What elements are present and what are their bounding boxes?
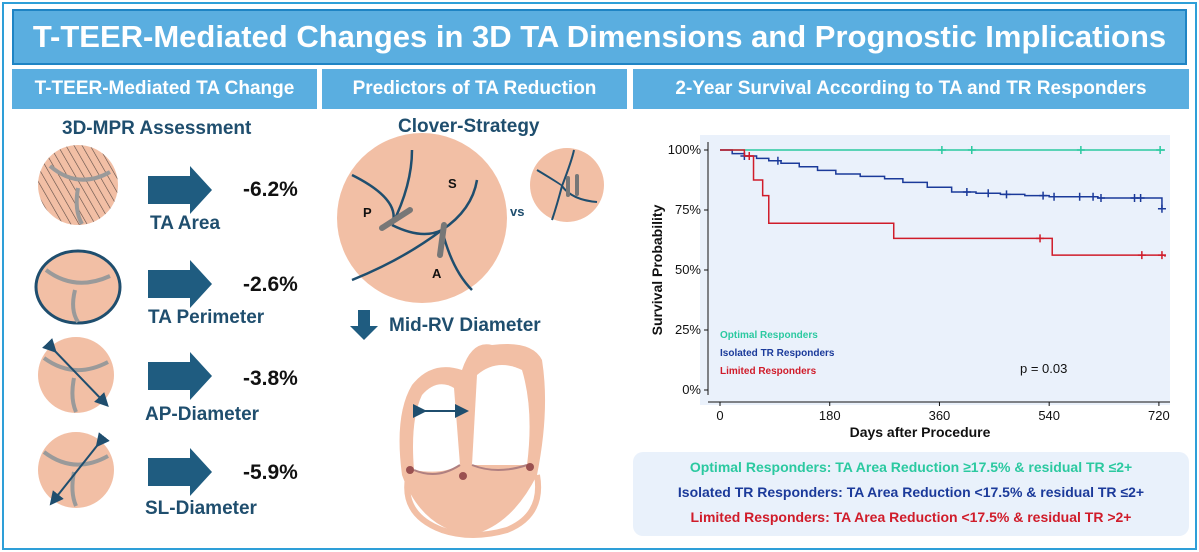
censor-mark-0 [1076,146,1085,154]
censor-mark-2 [1137,251,1146,260]
arrow-right-icon [148,166,212,214]
leaflet-a-label: A [432,266,442,281]
chart-axes: 0% 25% 50% 75% 100% 0 180 360 540 720 [668,142,1170,423]
arrow-right-icon [148,352,212,400]
section-header-middle: Predictors of TA Reduction [322,69,627,109]
censor-mark-2 [1036,234,1045,243]
censor-mark-1 [1039,191,1048,200]
ta-area-label: TA Area [150,213,221,234]
responder-definitions: Optimal Responders: TA Area Reduction ≥1… [633,452,1189,536]
y-tick-label: 25% [675,322,701,337]
censor-mark-1 [773,156,782,165]
censor-mark-0 [967,146,976,154]
y-tick-label: 75% [675,202,701,217]
ta-perimeter-label: TA Perimeter [148,307,265,328]
censor-mark-1 [1075,192,1084,201]
x-tick-label: 0 [716,408,723,423]
censor-mark-1 [962,188,971,196]
sl-diameter-label: SL-Diameter [145,498,257,519]
chart-plot-area [700,135,1170,405]
p-value-annotation: p = 0.03 [1020,361,1067,376]
page-title: T-TEER-Mediated Changes in 3D TA Dimensi… [12,9,1187,65]
censor-mark-1 [1136,194,1145,202]
definition-optimal: Optimal Responders: TA Area Reduction ≥1… [689,459,1133,475]
censor-mark-1 [1050,192,1059,201]
censor-mark-1 [984,189,993,198]
censor-mark-1 [1096,194,1105,202]
ta-area-change: -6.2% [243,178,298,201]
sl-diameter-annulus [38,432,114,508]
x-axis-label: Days after Procedure [850,424,991,440]
y-tick-label: 50% [675,262,701,277]
x-tick-label: 180 [819,408,841,423]
arrow-right-icon [148,448,212,496]
definition-isolated: Isolated TR Responders: TA Area Reductio… [677,484,1145,500]
legend-isolated: Isolated TR Responders [720,348,835,359]
mpr-subtitle: 3D-MPR Assessment [62,118,252,139]
clover-diagram: P S A vs [337,133,604,538]
x-tick-label: 360 [929,408,951,423]
section-header-left: T-TEER-Mediated TA Change [12,69,317,109]
censor-mark-2 [745,152,754,160]
survival-chart: 0% 25% 50% 75% 100% 0 180 360 540 720 p = 0.03 Op… [649,135,1170,440]
censor-mark-0 [1156,146,1165,154]
ap-diameter-annulus [38,337,114,413]
y-axis-label: Survival Probability [649,204,665,335]
censor-mark-1 [1089,192,1098,201]
legend-limited: Limited Responders [720,366,817,377]
y-tick-label: 100% [668,142,702,157]
small-valve [530,148,604,222]
ap-diameter-label: AP-Diameter [145,404,260,425]
y-tick-label: 0% [682,382,701,397]
ta-area-annulus [38,145,118,225]
x-tick-label: 720 [1148,408,1170,423]
right-ventricle-diagram [399,344,546,538]
series-line-1 [720,149,1165,210]
section-header-right: 2-Year Survival According to TA and TR R… [633,69,1189,109]
leaflet-s-label: S [448,176,457,191]
ta-perimeter-change: -2.6% [243,273,298,296]
censor-mark-1 [1157,204,1166,213]
sl-diameter-change: -5.9% [243,461,298,484]
mid-rv-diameter-label: Mid-RV Diameter [389,315,541,336]
arrow-right-icon [148,260,212,308]
large-valve [337,133,507,303]
chart-series [720,146,1166,260]
censor-mark-1 [1002,190,1011,199]
arrow-down-icon [350,310,378,340]
definition-limited: Limited Responders: TA Area Reduction <1… [690,509,1132,525]
ap-diameter-change: -3.8% [243,367,298,390]
legend-optimal: Optimal Responders [720,330,818,341]
x-tick-label: 540 [1038,408,1060,423]
annulus-diagrams [34,145,212,508]
censor-mark-0 [937,146,946,154]
censor-mark-2 [1157,251,1166,260]
ta-perimeter-annulus [34,249,122,325]
clover-subtitle: Clover-Strategy [398,116,540,137]
vs-label: vs [510,204,524,219]
leaflet-p-label: P [363,205,372,220]
